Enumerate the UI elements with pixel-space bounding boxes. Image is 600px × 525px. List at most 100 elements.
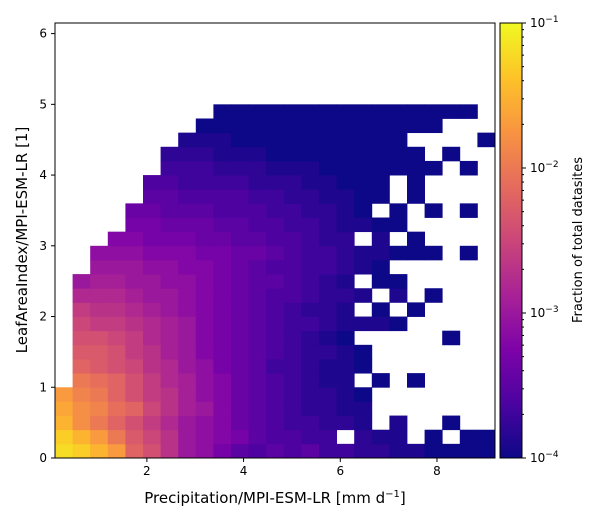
heatmap-cell — [283, 415, 302, 431]
heatmap-cell — [319, 132, 337, 148]
heatmap-cell — [72, 429, 91, 445]
heatmap-cell — [371, 316, 390, 332]
heatmap-cell — [143, 259, 161, 275]
colorbar-tick-label: 10−4 — [530, 450, 559, 465]
heatmap-cell — [248, 344, 267, 360]
heatmap-cell — [354, 160, 373, 176]
colorbar-tick-label: 10−1 — [530, 15, 559, 30]
heatmap-cell — [354, 288, 373, 303]
heatmap-cell — [107, 373, 126, 388]
heatmap-cell — [248, 401, 267, 416]
heatmap-cell — [231, 146, 249, 162]
heatmap-cell — [336, 160, 355, 176]
heatmap-cell — [301, 175, 320, 190]
heatmap-cell — [213, 373, 232, 388]
heatmap-cell — [459, 443, 478, 458]
heatmap-cell — [213, 189, 232, 204]
heatmap-cell — [248, 443, 267, 458]
heatmap-cell — [301, 189, 320, 204]
heatmap-cell — [195, 146, 214, 162]
heatmap-cell — [90, 387, 109, 402]
heatmap-cell — [371, 259, 390, 275]
heatmap-cell — [371, 245, 390, 261]
heatmap-cell — [72, 302, 91, 317]
heatmap-cell — [459, 160, 478, 176]
heatmap-cell — [283, 189, 302, 204]
heatmap-cell — [213, 245, 232, 261]
heatmap-cell — [266, 118, 285, 134]
heatmap-cell — [336, 344, 355, 360]
heatmap-cell — [266, 146, 285, 162]
heatmap-cell — [72, 401, 91, 416]
heatmap-cell — [336, 245, 355, 261]
heatmap-cell — [160, 217, 179, 233]
heatmap-cell — [143, 217, 161, 233]
y-tick-label: 6 — [39, 27, 47, 41]
heatmap-cell — [143, 231, 161, 247]
heatmap-cell — [125, 429, 144, 445]
heatmap-cell — [213, 415, 232, 431]
heatmap-cell — [266, 316, 285, 332]
heatmap-cell — [336, 259, 355, 275]
heatmap-cell — [72, 344, 91, 360]
heatmap-cell — [266, 132, 285, 148]
y-axis-label: LeafAreaIndex/MPI-ESM-LR [1] — [13, 127, 31, 354]
heatmap-cell — [143, 443, 161, 458]
heatmap-cell — [266, 245, 285, 261]
heatmap-cell — [90, 443, 109, 458]
heatmap-cell — [301, 132, 320, 148]
heatmap-cell — [283, 387, 302, 402]
heatmap-cell — [160, 189, 179, 204]
heatmap-cell — [160, 373, 179, 388]
heatmap-cell — [143, 316, 161, 332]
heatmap-cell — [160, 316, 179, 332]
heatmap-cell — [178, 274, 197, 289]
heatmap-cell — [248, 259, 267, 275]
heatmap-cell — [371, 175, 390, 190]
heatmap-cell — [424, 104, 443, 119]
heatmap-cell — [178, 429, 197, 445]
heatmap-cell — [178, 160, 197, 176]
heatmap-cell — [178, 231, 197, 247]
heatmap-cell — [125, 274, 144, 289]
heatmap-cell — [336, 373, 355, 388]
heatmap-cell — [442, 330, 461, 346]
heatmap-cell — [195, 330, 214, 346]
heatmap-cell — [213, 160, 232, 176]
heatmap-cell — [319, 302, 337, 317]
heatmap-cell — [283, 203, 302, 218]
heatmap-cell — [213, 175, 232, 190]
colorbar-tick-label: 10−3 — [530, 305, 559, 320]
heatmap-cell — [283, 118, 302, 134]
heatmap-cell — [178, 175, 197, 190]
heatmap-cell — [301, 302, 320, 317]
heatmap-cell — [371, 302, 390, 317]
heatmap-cell — [90, 302, 109, 317]
heatmap-cell — [248, 132, 267, 148]
heatmap-cell — [442, 104, 461, 119]
heatmap-cell — [231, 259, 249, 275]
heatmap-cell — [90, 429, 109, 445]
heatmap-cell — [266, 160, 285, 176]
heatmap-cell — [283, 429, 302, 445]
heatmap-cell — [283, 146, 302, 162]
heatmap-cell — [371, 104, 390, 119]
heatmap-cell — [107, 429, 126, 445]
heatmap-cell — [407, 118, 425, 134]
heatmap-cell — [301, 443, 320, 458]
heatmap-cell — [143, 373, 161, 388]
heatmap-cell — [336, 387, 355, 402]
heatmap-cell — [319, 387, 337, 402]
heatmap-cell — [195, 387, 214, 402]
heatmap-cell — [389, 274, 408, 289]
heatmap-cell — [143, 429, 161, 445]
heatmap-cell — [195, 189, 214, 204]
heatmap-cell — [477, 443, 495, 458]
heatmap-cell — [301, 160, 320, 176]
heatmap-cell — [319, 231, 337, 247]
heatmap-cell — [266, 217, 285, 233]
heatmap-cell — [424, 288, 443, 303]
heatmap-cell — [248, 203, 267, 218]
heatmap-cell — [195, 415, 214, 431]
heatmap-cell — [213, 387, 232, 402]
